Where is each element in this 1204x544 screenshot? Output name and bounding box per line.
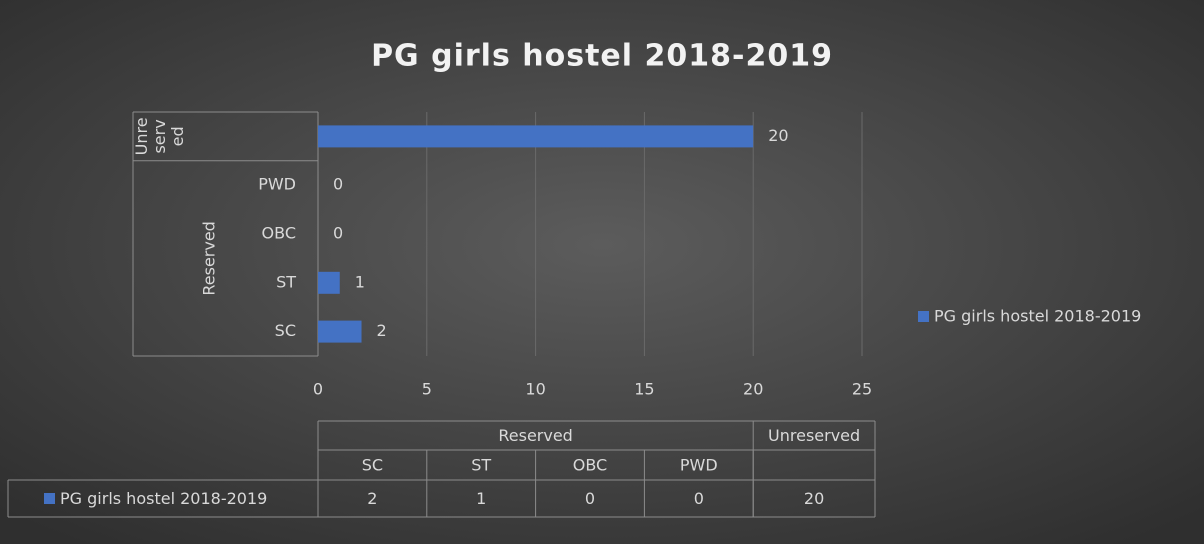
data-label: 0: [333, 224, 343, 243]
data-label: 0: [333, 175, 343, 194]
table-category: ST: [471, 456, 491, 475]
x-tick-label: 20: [743, 380, 763, 399]
table-legend-key: [44, 493, 55, 504]
data-label: 20: [768, 126, 788, 145]
chart-title: PG girls hostel 2018-2019: [371, 39, 833, 74]
y-tick-label: SC: [275, 321, 296, 340]
table-series-name: PG girls hostel 2018-2019: [60, 489, 267, 508]
bar: [318, 125, 754, 148]
legend-key: [918, 311, 929, 322]
table-value: 20: [804, 489, 824, 508]
group-label: Unreserved: [132, 117, 187, 155]
table-value: 1: [476, 489, 486, 508]
table-category: OBC: [573, 456, 607, 475]
x-tick-label: 15: [634, 380, 654, 399]
table-category: PWD: [680, 456, 718, 475]
table-value: 2: [367, 489, 377, 508]
x-tick-label: 25: [852, 380, 872, 399]
y-tick-label: PWD: [258, 175, 296, 194]
data-label: 2: [377, 321, 387, 340]
x-tick-label: 0: [313, 380, 323, 399]
x-tick-label: 5: [422, 380, 432, 399]
bar: [318, 320, 362, 343]
table-group: Unreserved: [768, 426, 860, 445]
group-label: Reserved: [200, 221, 219, 295]
table-value: 0: [585, 489, 595, 508]
table-value: 0: [694, 489, 704, 508]
table-group: Reserved: [498, 426, 572, 445]
bar: [318, 271, 340, 294]
y-tick-label: OBC: [262, 224, 296, 243]
table-category: SC: [362, 456, 383, 475]
x-tick-label: 10: [525, 380, 545, 399]
legend-label: PG girls hostel 2018-2019: [934, 307, 1141, 326]
data-label: 1: [355, 272, 365, 291]
y-tick-label: ST: [276, 272, 296, 291]
